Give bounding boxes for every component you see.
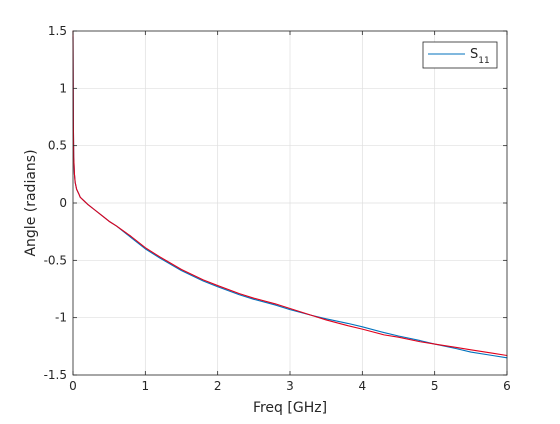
- y-axis-label: Angle (radians): [23, 149, 39, 256]
- legend-box: [422, 41, 498, 69]
- y-tick-label: 1: [59, 81, 67, 95]
- x-tick-label: 4: [359, 379, 367, 393]
- x-tick-label: 5: [431, 379, 439, 393]
- y-tick-label: -1: [55, 311, 67, 325]
- y-tick-label: -1.5: [44, 368, 67, 382]
- x-axis-label: Freq [GHz]: [253, 400, 327, 416]
- x-tick-label: 6: [503, 379, 511, 393]
- axis-ticks: 0 1 2 3 4 5 6 1.5 1 0.5 0 -0.5 -1 -1.5: [44, 24, 511, 393]
- series-line-red: [72, 30, 508, 357]
- legend-label-s11: S11: [470, 47, 490, 66]
- x-tick-label: 1: [142, 379, 150, 393]
- x-tick-label: 0: [69, 379, 77, 393]
- y-tick-label: 0.5: [48, 139, 67, 153]
- y-tick-label: 1.5: [48, 24, 67, 38]
- legend-label-subscript: 11: [478, 56, 489, 66]
- series-lines: [72, 30, 508, 359]
- legend: S11: [422, 41, 498, 69]
- y-tick-label: -0.5: [44, 253, 67, 267]
- x-tick-label: 3: [286, 379, 294, 393]
- y-tick-label: 0: [59, 196, 67, 210]
- x-tick-label: 2: [214, 379, 222, 393]
